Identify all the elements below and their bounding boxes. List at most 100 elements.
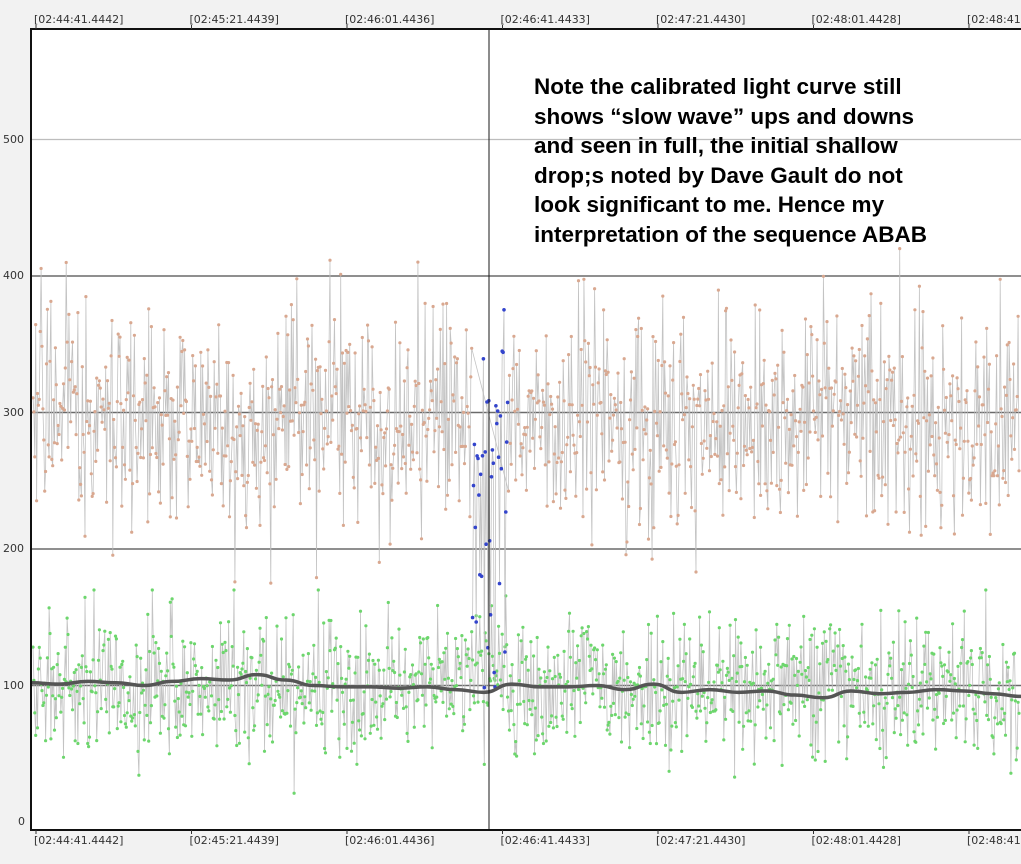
target-series-point bbox=[1011, 416, 1015, 420]
comparison-series-point bbox=[603, 667, 608, 671]
comparison-series-point bbox=[489, 679, 493, 683]
target-series-point bbox=[437, 425, 441, 429]
target-series-point bbox=[413, 379, 417, 383]
comparison-series-point bbox=[639, 722, 643, 726]
target-series-point bbox=[602, 308, 606, 312]
comparison-series-point bbox=[454, 684, 459, 688]
target-series-point bbox=[724, 306, 729, 310]
comparison-series-point bbox=[44, 693, 49, 697]
comparison-series-point bbox=[570, 707, 574, 711]
comparison-series-point bbox=[120, 662, 124, 667]
target-series-point bbox=[246, 473, 250, 478]
target-series-point bbox=[400, 467, 404, 471]
comparison-series-point bbox=[1017, 711, 1021, 715]
comparison-series-point bbox=[253, 724, 257, 728]
target-series-point bbox=[745, 453, 749, 457]
target-series-point bbox=[331, 418, 335, 422]
target-series-point bbox=[548, 413, 552, 417]
comparison-series-point bbox=[728, 623, 732, 627]
comparison-series-point bbox=[364, 624, 368, 628]
comparison-series-point bbox=[889, 656, 893, 660]
target-series-point bbox=[1009, 434, 1013, 438]
comparison-series-point bbox=[813, 758, 817, 762]
target-series-point bbox=[508, 441, 512, 445]
comparison-series-point bbox=[790, 657, 794, 661]
target-series-point bbox=[516, 422, 521, 426]
comparison-series-point bbox=[547, 724, 551, 728]
target-series-point bbox=[579, 347, 583, 352]
comparison-series-point bbox=[839, 694, 844, 699]
comparison-series-point bbox=[841, 644, 845, 648]
comparison-series-point bbox=[393, 670, 397, 675]
target-series-point bbox=[382, 435, 386, 440]
comparison-series-point bbox=[143, 703, 147, 707]
comparison-series-point bbox=[946, 670, 950, 674]
comparison-series-point bbox=[879, 608, 883, 613]
comparison-series-point bbox=[740, 664, 744, 669]
comparison-series-point bbox=[255, 699, 259, 703]
event-series-point bbox=[477, 493, 481, 497]
comparison-series-point bbox=[56, 652, 60, 656]
comparison-series-point bbox=[969, 656, 973, 660]
target-series-point bbox=[946, 455, 950, 459]
comparison-series-point bbox=[633, 694, 637, 698]
comparison-series-point bbox=[342, 722, 346, 726]
comparison-series-point bbox=[785, 637, 790, 641]
target-series-point bbox=[355, 427, 359, 431]
comparison-series-point bbox=[304, 706, 308, 710]
target-series-point bbox=[957, 399, 961, 404]
comparison-series-point bbox=[663, 743, 668, 748]
target-series-point bbox=[670, 462, 674, 466]
target-series-point bbox=[777, 425, 781, 429]
target-series-point bbox=[524, 433, 528, 437]
comparison-series-point bbox=[302, 721, 306, 725]
comparison-series-point bbox=[224, 649, 228, 653]
y-tick-label: 500 bbox=[3, 132, 24, 146]
comparison-series-point bbox=[979, 656, 983, 660]
comparison-series-point bbox=[741, 747, 745, 751]
target-series-point bbox=[754, 406, 758, 410]
target-series-point bbox=[889, 418, 893, 423]
target-series-point bbox=[629, 370, 634, 374]
comparison-series-point bbox=[707, 610, 712, 614]
target-series bbox=[31, 247, 1021, 585]
target-series-point bbox=[830, 424, 835, 428]
target-series-point bbox=[277, 427, 281, 431]
target-series-point bbox=[96, 448, 100, 452]
comparison-series-point bbox=[189, 641, 193, 645]
comparison-series-point bbox=[706, 696, 710, 700]
comparison-series-point bbox=[868, 667, 872, 671]
comparison-series-point bbox=[70, 708, 75, 712]
comparison-series-point bbox=[662, 703, 666, 708]
comparison-series-point bbox=[554, 715, 558, 719]
comparison-series-point bbox=[753, 723, 757, 727]
target-series-point bbox=[899, 435, 903, 439]
target-series-point bbox=[450, 463, 454, 467]
comparison-series-point bbox=[881, 728, 885, 732]
target-series-point bbox=[304, 369, 308, 374]
target-series-point bbox=[311, 388, 315, 392]
target-series-point bbox=[323, 426, 327, 430]
target-series-point bbox=[82, 450, 86, 454]
comparison-series-point bbox=[368, 731, 372, 735]
comparison-series-point bbox=[590, 667, 594, 671]
comparison-series-point bbox=[450, 679, 454, 683]
comparison-series-point bbox=[1006, 665, 1010, 669]
comparison-series-point bbox=[260, 683, 264, 687]
target-series-point bbox=[863, 354, 867, 358]
target-series-point bbox=[681, 315, 686, 319]
target-series-point bbox=[206, 348, 210, 352]
target-series-point bbox=[446, 417, 450, 421]
target-series-point bbox=[843, 372, 847, 376]
target-series-point bbox=[752, 515, 756, 520]
comparison-series-point bbox=[418, 635, 422, 640]
comparison-series-point bbox=[300, 702, 304, 706]
comparison-series-point bbox=[894, 716, 898, 720]
target-series-point bbox=[556, 395, 560, 399]
target-series-point bbox=[370, 345, 374, 349]
target-series-point bbox=[941, 324, 945, 328]
comparison-series-point bbox=[280, 709, 284, 713]
comparison-series-point bbox=[744, 711, 748, 715]
comparison-series-point bbox=[829, 672, 834, 676]
target-series-point bbox=[511, 367, 515, 371]
